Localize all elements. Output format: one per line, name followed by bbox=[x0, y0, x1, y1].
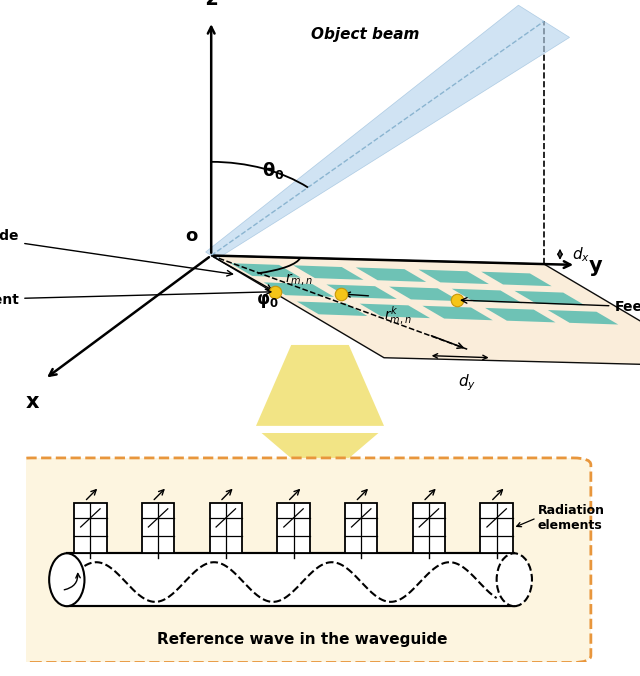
Text: Radiation element: Radiation element bbox=[0, 289, 271, 308]
Text: y: y bbox=[589, 256, 602, 276]
Ellipse shape bbox=[49, 553, 84, 606]
Bar bbox=[481, 503, 513, 553]
Bar bbox=[345, 503, 378, 553]
Polygon shape bbox=[422, 306, 493, 320]
Polygon shape bbox=[360, 304, 430, 318]
Text: z: z bbox=[205, 0, 217, 9]
Polygon shape bbox=[389, 287, 460, 301]
Polygon shape bbox=[293, 265, 364, 280]
Text: Reference wave in the waveguide: Reference wave in the waveguide bbox=[157, 632, 447, 647]
Text: Radiation
elements: Radiation elements bbox=[538, 504, 605, 532]
Text: $r^k_{m,n}$: $r^k_{m,n}$ bbox=[384, 304, 412, 327]
Text: $\mathbf{\varphi_0}$: $\mathbf{\varphi_0}$ bbox=[256, 292, 278, 310]
Bar bbox=[74, 503, 107, 553]
Polygon shape bbox=[205, 5, 570, 259]
Bar bbox=[210, 503, 242, 553]
Polygon shape bbox=[515, 291, 585, 306]
Text: o: o bbox=[185, 227, 197, 245]
FancyBboxPatch shape bbox=[67, 553, 515, 606]
Text: Waveguide: Waveguide bbox=[0, 229, 232, 276]
Polygon shape bbox=[297, 301, 367, 316]
Text: Object beam: Object beam bbox=[310, 26, 419, 41]
Polygon shape bbox=[419, 270, 489, 284]
Ellipse shape bbox=[497, 553, 532, 606]
Text: $r_{m,n}$: $r_{m,n}$ bbox=[285, 272, 312, 287]
Text: $d_x$: $d_x$ bbox=[572, 245, 589, 264]
Polygon shape bbox=[481, 272, 552, 286]
Polygon shape bbox=[261, 433, 379, 460]
Text: $d_y$: $d_y$ bbox=[458, 372, 476, 393]
Bar bbox=[277, 503, 310, 553]
Polygon shape bbox=[326, 285, 397, 299]
Polygon shape bbox=[230, 263, 301, 278]
Polygon shape bbox=[485, 308, 556, 322]
Polygon shape bbox=[356, 268, 426, 282]
Polygon shape bbox=[548, 310, 618, 324]
Text: x: x bbox=[25, 392, 39, 412]
Polygon shape bbox=[211, 256, 640, 366]
Text: Feed: Feed bbox=[461, 297, 640, 314]
Polygon shape bbox=[452, 289, 522, 304]
Polygon shape bbox=[264, 283, 334, 297]
Bar bbox=[142, 503, 174, 553]
FancyBboxPatch shape bbox=[14, 458, 591, 662]
Text: $\mathbf{\theta_0}$: $\mathbf{\theta_0}$ bbox=[262, 160, 285, 181]
Polygon shape bbox=[256, 345, 384, 426]
Bar bbox=[413, 503, 445, 553]
